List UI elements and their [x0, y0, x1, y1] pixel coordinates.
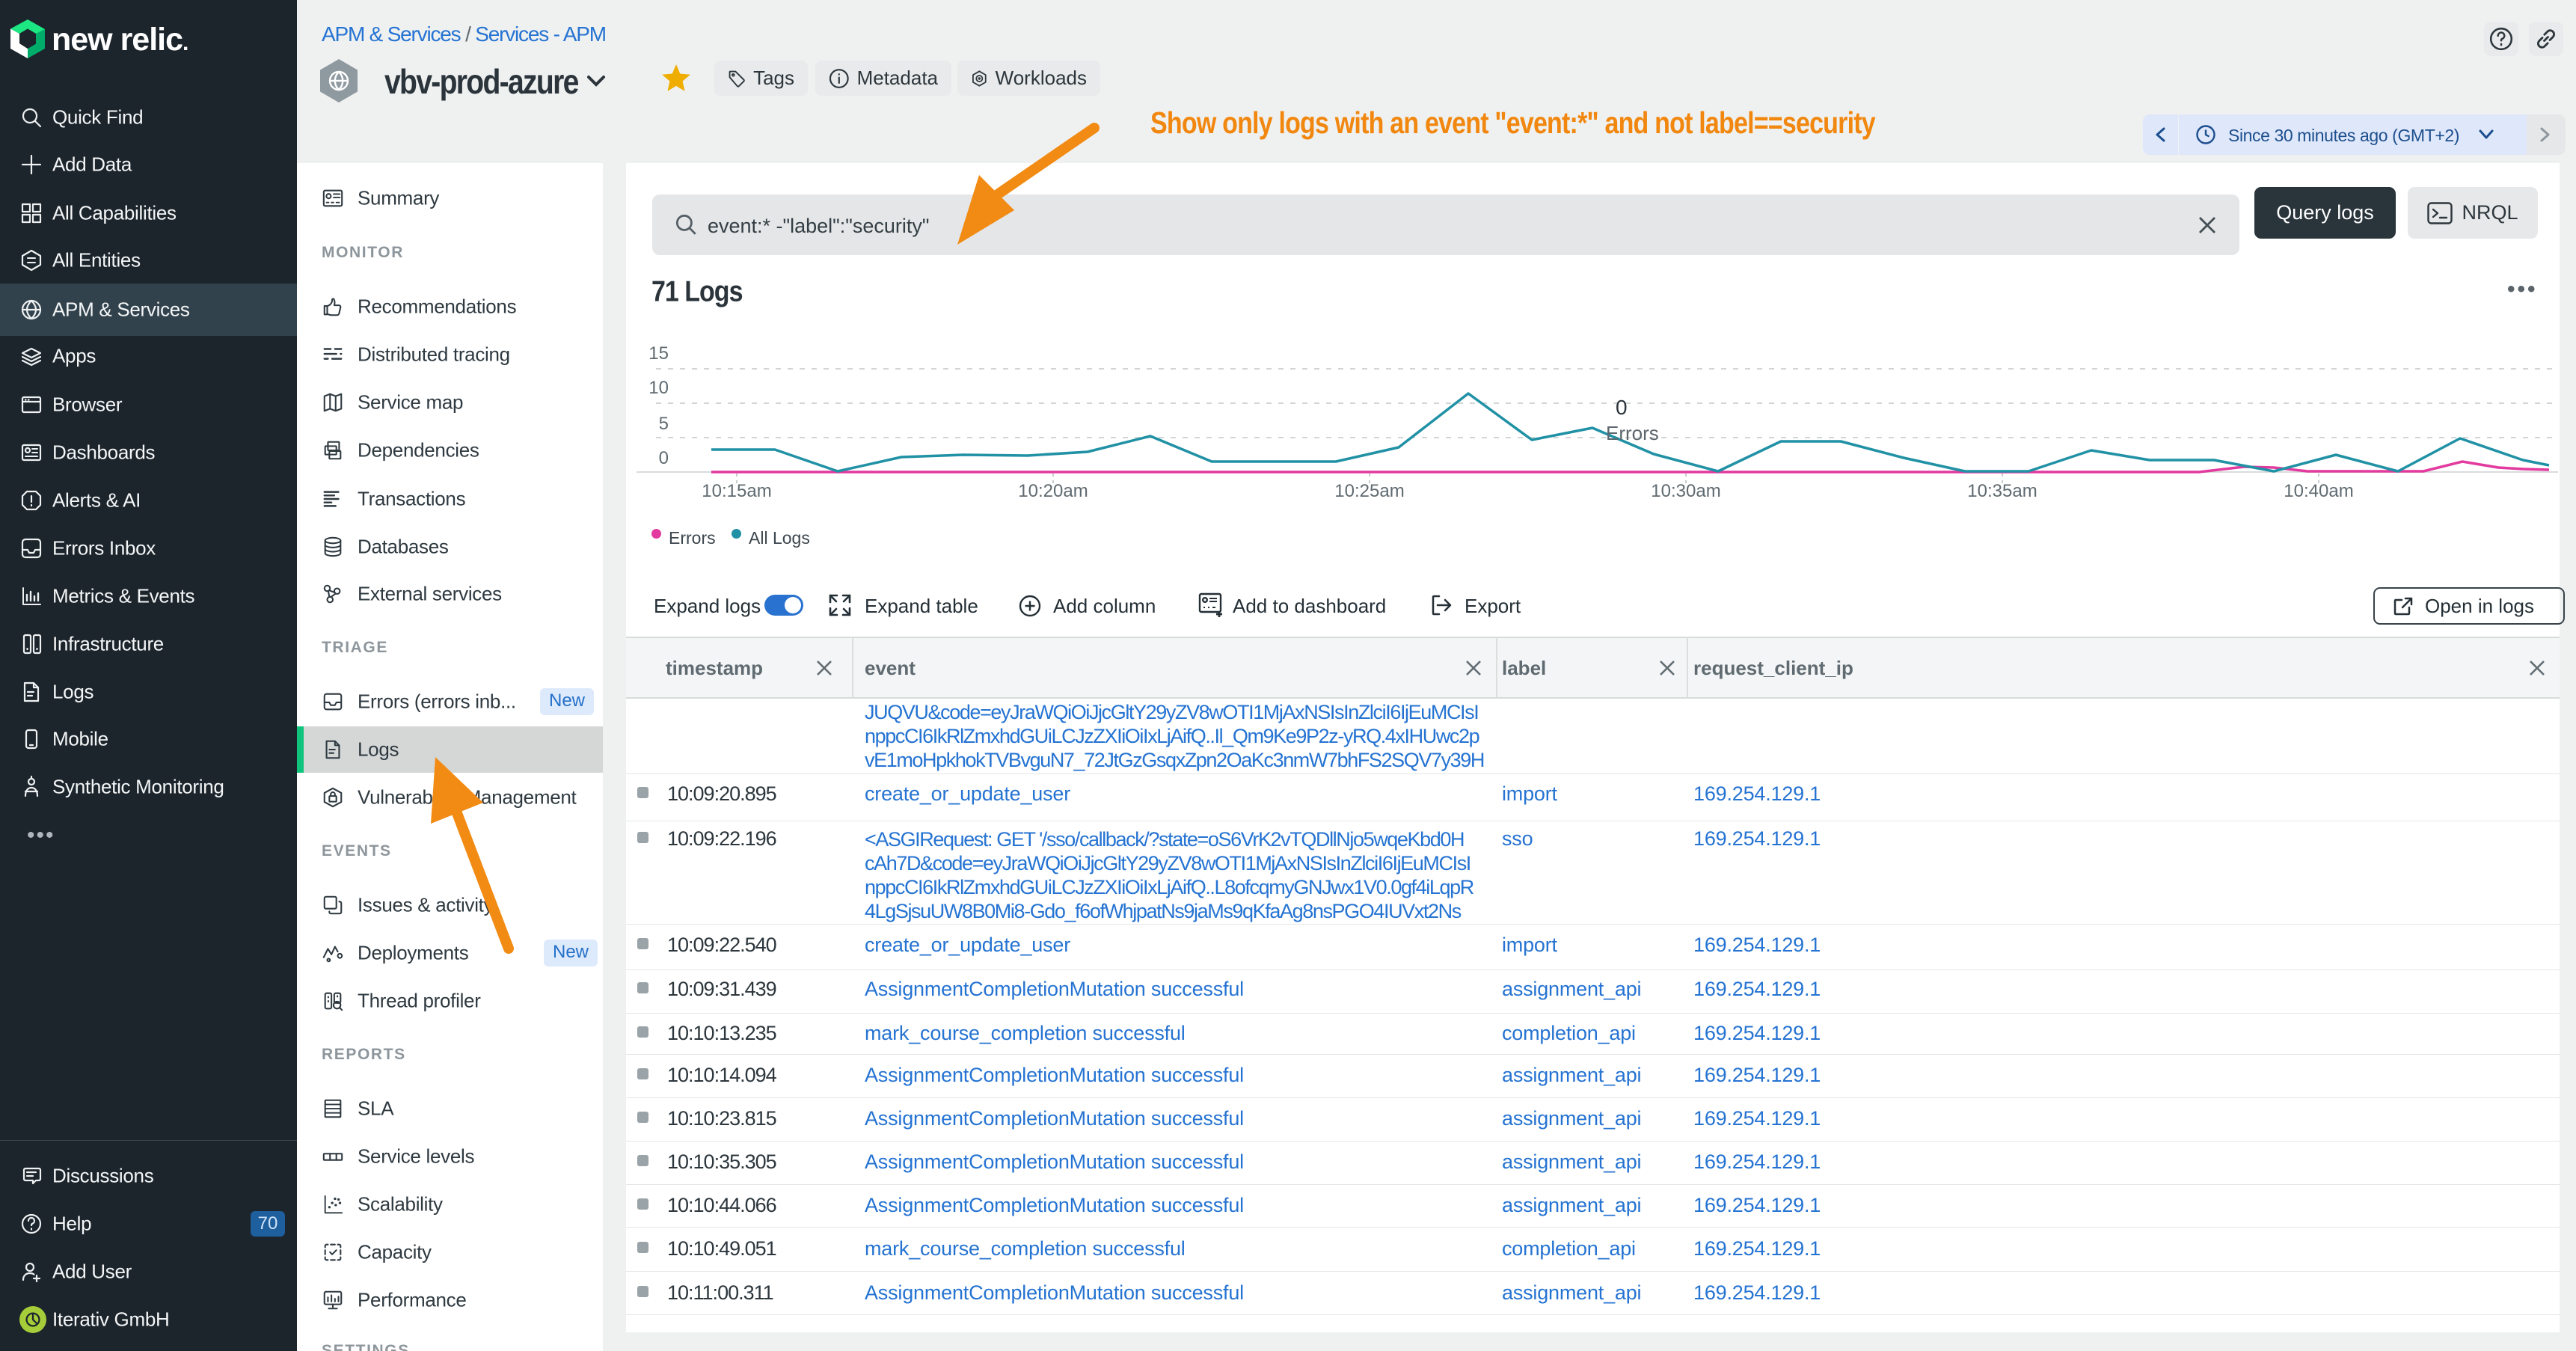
svg-text:10:15am: 10:15am — [702, 481, 771, 501]
svg-text:10: 10 — [648, 378, 669, 398]
svg-text:0: 0 — [659, 448, 669, 468]
svg-text:10:40am: 10:40am — [2284, 481, 2353, 501]
svg-text:0: 0 — [1616, 396, 1628, 419]
svg-text:10:30am: 10:30am — [1651, 481, 1720, 501]
svg-text:10:35am: 10:35am — [1967, 481, 2037, 501]
svg-text:5: 5 — [659, 414, 669, 434]
svg-text:15: 15 — [648, 343, 669, 364]
svg-text:10:20am: 10:20am — [1018, 481, 1088, 501]
svg-text:10:25am: 10:25am — [1334, 481, 1404, 501]
svg-text:Errors: Errors — [1606, 422, 1659, 444]
